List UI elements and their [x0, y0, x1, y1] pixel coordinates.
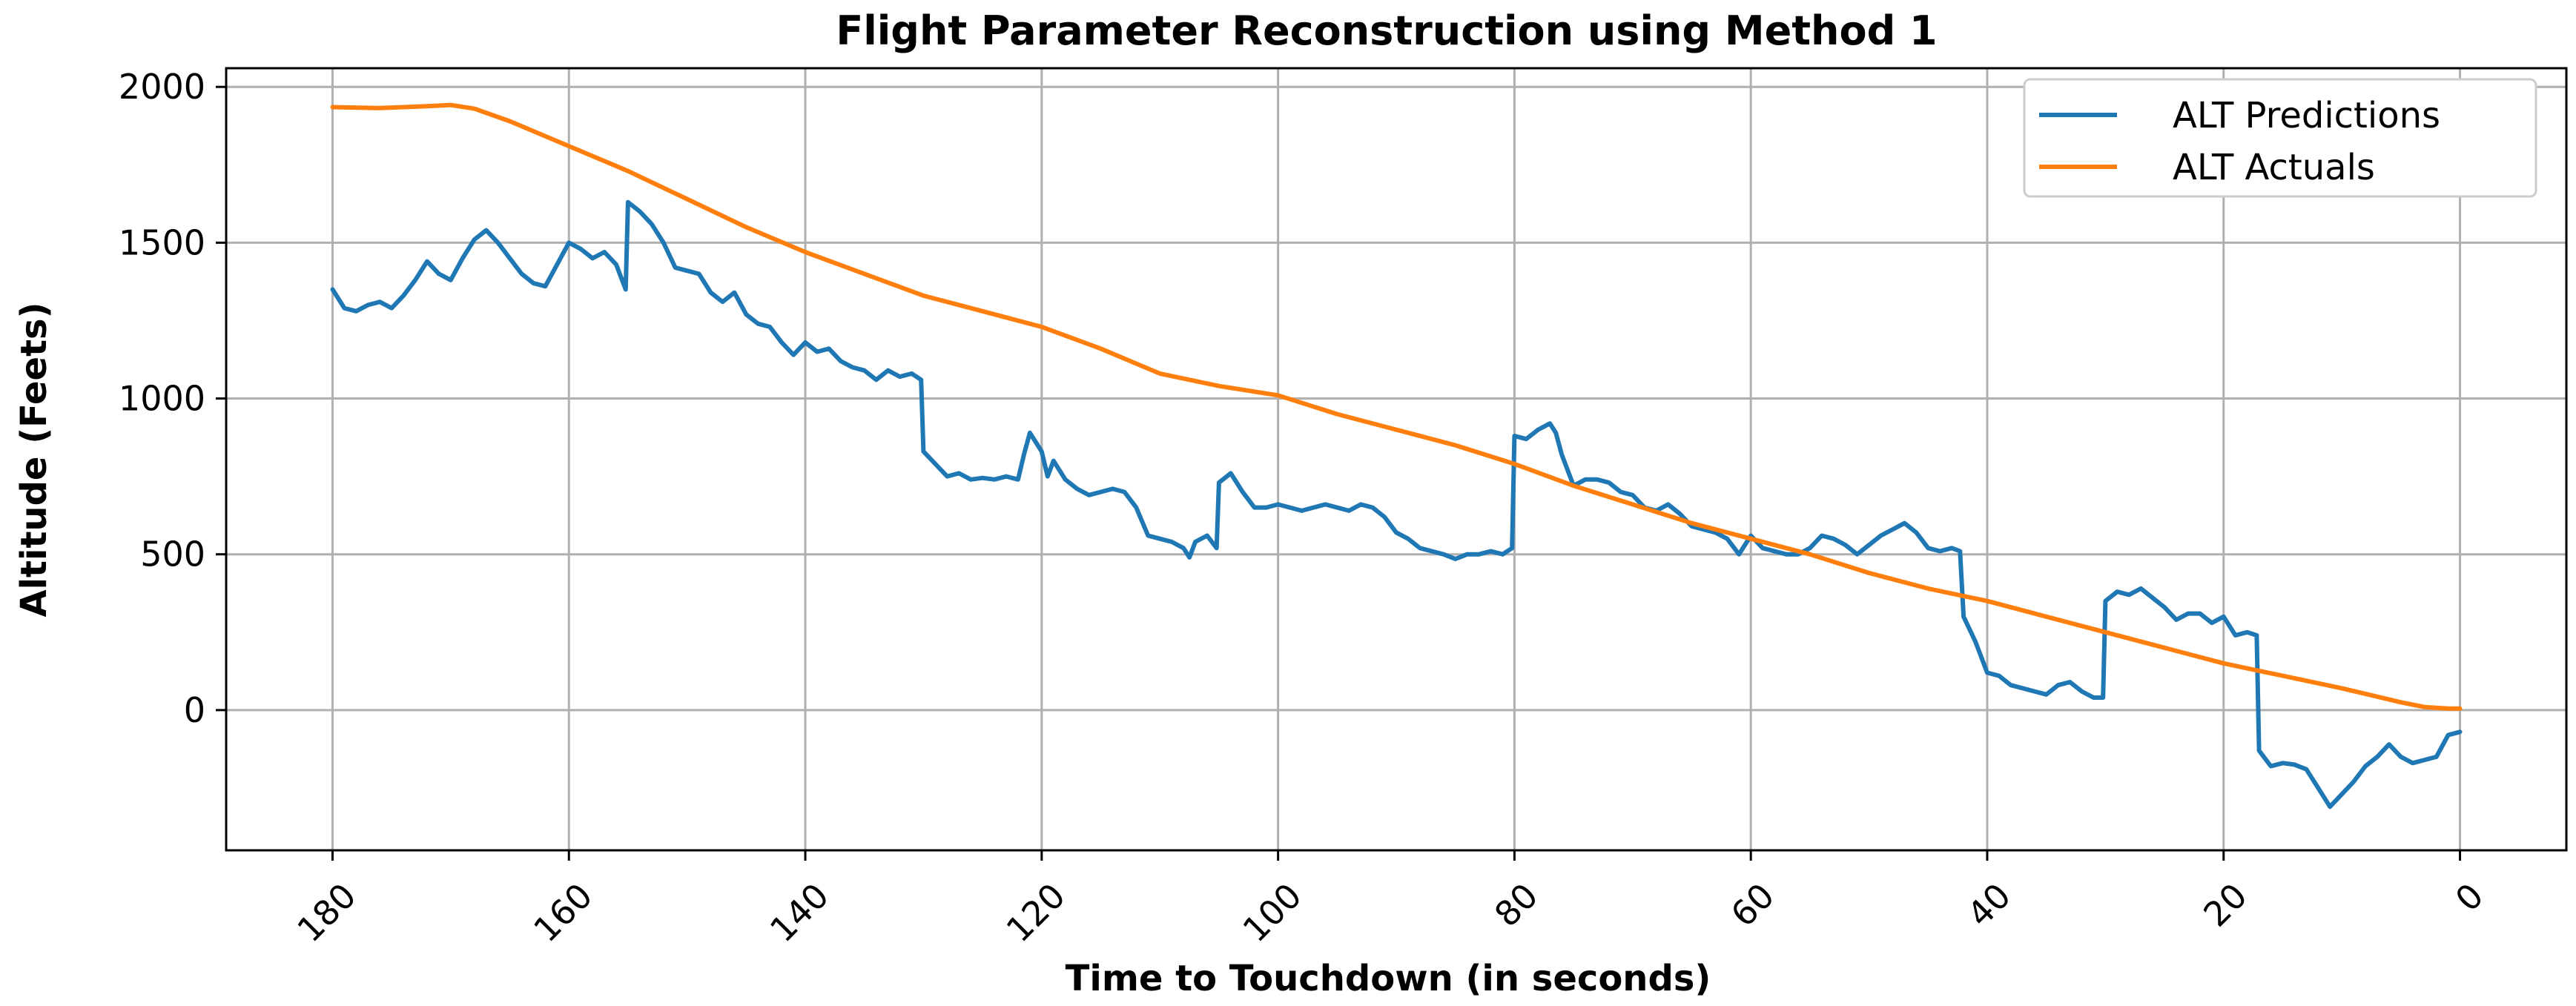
- series-layer: [330, 102, 2463, 810]
- y-tick-label: 1000: [119, 379, 205, 419]
- y-tick-label: 500: [140, 535, 205, 575]
- plot-frame: [225, 67, 2568, 852]
- series-line-alt-predictions: [330, 199, 2463, 810]
- x-axis-label: Time to Touchdown (in seconds): [1066, 958, 1711, 999]
- chart-title: Flight Parameter Reconstruction using Me…: [836, 7, 1937, 54]
- y-tick-label: 1500: [119, 222, 205, 262]
- legend-label-alt-predictions: ALT Predictions: [2173, 95, 2440, 136]
- legend-label-alt-actuals: ALT Actuals: [2173, 147, 2375, 188]
- y-tick-label: 0: [184, 690, 205, 730]
- y-tick-label: 2000: [119, 67, 205, 107]
- legend: ALT Predictions ALT Actuals: [2023, 78, 2537, 198]
- y-axis-label: Altitude (Feets): [13, 302, 55, 617]
- legend-box: [2023, 78, 2537, 198]
- series-line-alt-actuals: [330, 102, 2463, 711]
